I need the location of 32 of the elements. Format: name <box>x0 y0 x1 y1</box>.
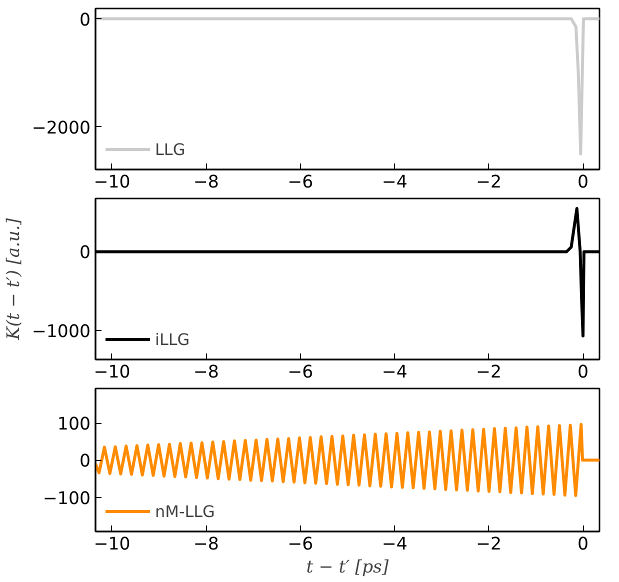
x-tick-label: −2 <box>476 534 502 554</box>
line-series <box>96 423 600 497</box>
x-axis-title: t − t′ [ps] <box>306 558 389 578</box>
x-tick-label: −4 <box>382 362 408 382</box>
y-tick-label: 0 <box>79 452 91 472</box>
x-tick-label: −4 <box>382 172 408 192</box>
x-tick-label: −8 <box>193 534 219 554</box>
y-tick-label: 100 <box>57 414 91 435</box>
x-tick-label: −2 <box>476 172 502 192</box>
x-tick-label: 0 <box>578 362 589 382</box>
x-tick-label: −6 <box>288 534 314 554</box>
line-series <box>96 17 600 156</box>
legend-label: iLLG <box>155 330 190 348</box>
y-tick-label: 0 <box>79 243 91 264</box>
y-tick-label: 0 <box>79 10 91 30</box>
y-tick-label: −1000 <box>32 322 91 342</box>
x-tick-label: −8 <box>193 362 219 382</box>
x-tick-label: 0 <box>578 172 589 192</box>
x-tick-label: −6 <box>288 362 314 382</box>
y-tick-label: −2000 <box>32 118 91 138</box>
x-tick-label: −8 <box>193 172 219 192</box>
x-tick-label: 0 <box>578 534 589 554</box>
x-tick-label: −2 <box>476 362 502 382</box>
x-tick-label: −10 <box>94 362 130 382</box>
x-tick-label: −4 <box>382 534 408 554</box>
legend-label: LLG <box>155 140 186 158</box>
x-tick-label: −10 <box>94 172 130 192</box>
x-tick-label: −6 <box>288 172 314 192</box>
y-tick-label: −100 <box>42 488 90 509</box>
legend-label: nM-LLG <box>155 502 215 520</box>
y-axis-title: K(t − t′) [a.u.] <box>4 218 24 341</box>
x-tick-label: −10 <box>94 534 130 554</box>
